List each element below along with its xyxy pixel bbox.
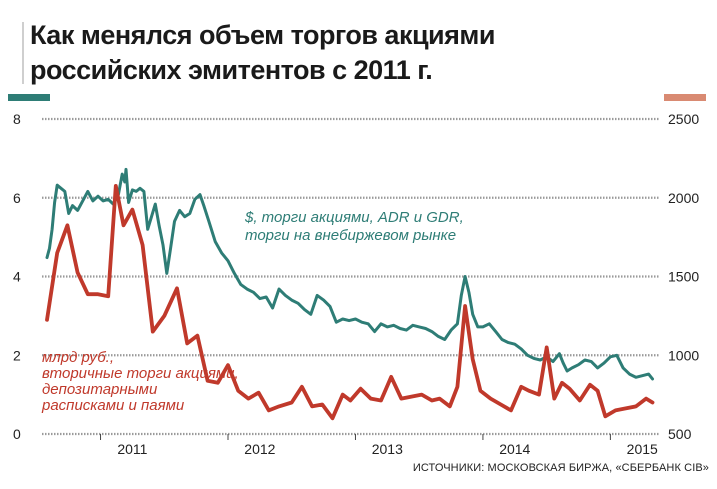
chart-title-line-2: российских эмитентов с 2011 г. xyxy=(30,55,433,85)
series-label-rub: млрд руб., вторичные торги акциями, депози… xyxy=(41,349,239,414)
series-lines xyxy=(45,167,655,421)
left-y-tick-label: 4 xyxy=(13,269,21,285)
right-y-tick-label: 1500 xyxy=(668,269,699,285)
x-tick-label: 2013 xyxy=(372,441,403,457)
series-annotations: $, торги акциями, ADR и GDR, торги на вне… xyxy=(41,209,464,414)
x-tick-label: 2014 xyxy=(499,441,530,457)
x-tick-label: 2015 xyxy=(627,441,658,457)
chart-title-line-1: Как менялся объем торгов акциями xyxy=(30,20,495,50)
x-axis-labels: 2011 2012 2013 2014 2015 xyxy=(117,441,658,457)
right-y-tick-label: 2000 xyxy=(668,190,699,206)
left-y-axis-labels: 0 2 4 6 8 xyxy=(13,111,21,442)
right-y-tick-label: 500 xyxy=(668,426,692,442)
title-accent-rule xyxy=(22,22,24,84)
series-label-usd: $, торги акциями, ADR и GDR, торги на вне… xyxy=(244,209,464,244)
right-y-tick-label: 1000 xyxy=(668,347,699,363)
x-axis-ticks xyxy=(100,434,611,440)
series-line-rub-trading xyxy=(45,184,655,421)
left-y-tick-label: 6 xyxy=(13,190,21,206)
left-y-tick-label: 2 xyxy=(13,347,21,363)
series-line-usd-trading xyxy=(45,167,654,381)
left-axis-teal-marker xyxy=(8,94,50,101)
right-axis-salmon-marker xyxy=(664,94,706,101)
right-y-tick-label: 2500 xyxy=(668,111,699,127)
source-note: ИСТОЧНИКИ: МОСКОВСКАЯ БИРЖА, «СБЕРБАНК C… xyxy=(412,462,709,474)
left-y-tick-label: 0 xyxy=(13,426,21,442)
x-tick-label: 2012 xyxy=(244,441,275,457)
x-tick-label: 2011 xyxy=(117,441,147,457)
right-y-axis-labels: 500 1000 1500 2000 2500 xyxy=(668,111,699,442)
left-y-tick-label: 8 xyxy=(13,111,21,127)
